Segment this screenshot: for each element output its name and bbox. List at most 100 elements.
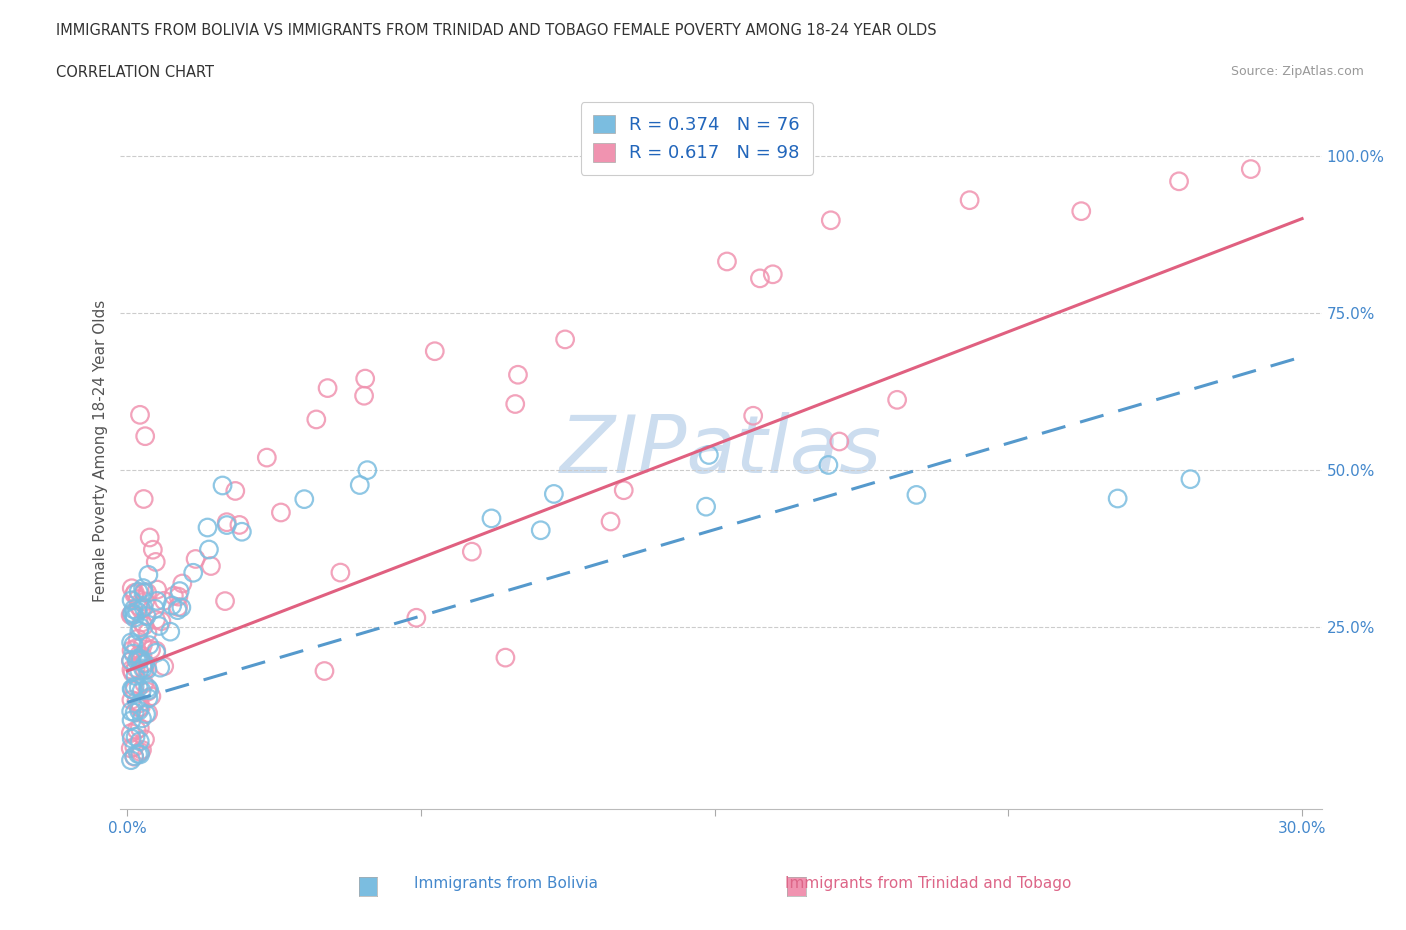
Point bbox=[127, 747, 149, 762]
Point bbox=[503, 396, 526, 411]
Point bbox=[231, 525, 253, 539]
Point bbox=[145, 554, 167, 569]
Point bbox=[121, 713, 143, 728]
Point bbox=[139, 643, 162, 658]
Text: ZIPatlas: ZIPatlas bbox=[560, 412, 882, 490]
Point bbox=[148, 618, 170, 633]
Point bbox=[146, 593, 169, 608]
Point bbox=[128, 700, 150, 715]
Point bbox=[613, 483, 636, 498]
Point bbox=[742, 408, 765, 423]
Point bbox=[125, 723, 148, 737]
Point bbox=[1107, 491, 1129, 506]
Point bbox=[353, 389, 375, 404]
Point bbox=[132, 661, 155, 676]
Point bbox=[184, 551, 207, 566]
Point bbox=[270, 505, 292, 520]
Point bbox=[136, 684, 159, 699]
Point bbox=[120, 654, 142, 669]
Point bbox=[122, 602, 145, 617]
Point bbox=[211, 478, 233, 493]
Point bbox=[121, 592, 143, 607]
Point bbox=[120, 662, 142, 677]
Point bbox=[131, 684, 153, 698]
Point bbox=[121, 682, 143, 697]
Point bbox=[121, 665, 143, 680]
Point bbox=[169, 584, 191, 599]
Point bbox=[120, 725, 142, 740]
Point bbox=[129, 652, 152, 667]
Point bbox=[134, 676, 156, 691]
Point bbox=[143, 602, 166, 617]
Point bbox=[228, 517, 250, 532]
Point bbox=[314, 664, 336, 679]
Point bbox=[125, 641, 148, 656]
Point bbox=[136, 625, 159, 640]
Point bbox=[127, 591, 149, 606]
Point bbox=[122, 637, 145, 652]
Point bbox=[134, 429, 156, 444]
Point bbox=[129, 407, 152, 422]
Point bbox=[716, 254, 738, 269]
Point bbox=[122, 750, 145, 764]
Point bbox=[215, 518, 238, 533]
Point bbox=[1240, 162, 1263, 177]
Point bbox=[121, 683, 143, 698]
Point bbox=[131, 711, 153, 725]
Point bbox=[354, 371, 377, 386]
Point bbox=[132, 492, 155, 507]
Point bbox=[128, 696, 150, 711]
Point bbox=[120, 741, 142, 756]
Point bbox=[149, 660, 172, 675]
Point bbox=[316, 380, 339, 395]
Point bbox=[124, 660, 146, 675]
Point bbox=[124, 705, 146, 720]
Point bbox=[134, 732, 156, 747]
Text: CORRELATION CHART: CORRELATION CHART bbox=[56, 65, 214, 80]
Point bbox=[129, 651, 152, 666]
Point bbox=[128, 680, 150, 695]
Point bbox=[159, 624, 181, 639]
Point bbox=[134, 618, 156, 633]
Point bbox=[120, 607, 142, 622]
Point bbox=[128, 584, 150, 599]
Point bbox=[153, 658, 176, 673]
Point bbox=[150, 614, 173, 629]
Point bbox=[134, 662, 156, 677]
Point bbox=[153, 593, 176, 608]
Point bbox=[135, 609, 157, 624]
Point bbox=[214, 593, 236, 608]
Point bbox=[167, 590, 190, 604]
Point bbox=[828, 434, 851, 449]
Point bbox=[820, 213, 842, 228]
Point bbox=[138, 691, 160, 706]
Point bbox=[329, 565, 352, 580]
Point bbox=[129, 747, 152, 762]
Point bbox=[292, 492, 315, 507]
Y-axis label: Female Poverty Among 18-24 Year Olds: Female Poverty Among 18-24 Year Olds bbox=[93, 300, 108, 603]
Point bbox=[215, 515, 238, 530]
Point bbox=[256, 450, 278, 465]
Point bbox=[127, 631, 149, 646]
Point bbox=[121, 607, 143, 622]
Point bbox=[129, 700, 152, 715]
Point bbox=[506, 367, 529, 382]
Point bbox=[132, 600, 155, 615]
Point bbox=[905, 487, 928, 502]
Point bbox=[405, 610, 427, 625]
Point bbox=[145, 645, 167, 660]
Point bbox=[146, 582, 169, 597]
Point bbox=[128, 703, 150, 718]
Point bbox=[125, 653, 148, 668]
Point bbox=[122, 749, 145, 764]
Point bbox=[134, 657, 156, 671]
Point bbox=[128, 599, 150, 614]
Point bbox=[125, 694, 148, 709]
Point bbox=[128, 663, 150, 678]
Point bbox=[128, 721, 150, 736]
Point bbox=[166, 603, 188, 618]
Point bbox=[142, 542, 165, 557]
Point bbox=[423, 344, 446, 359]
Point bbox=[129, 745, 152, 760]
Point bbox=[121, 581, 143, 596]
